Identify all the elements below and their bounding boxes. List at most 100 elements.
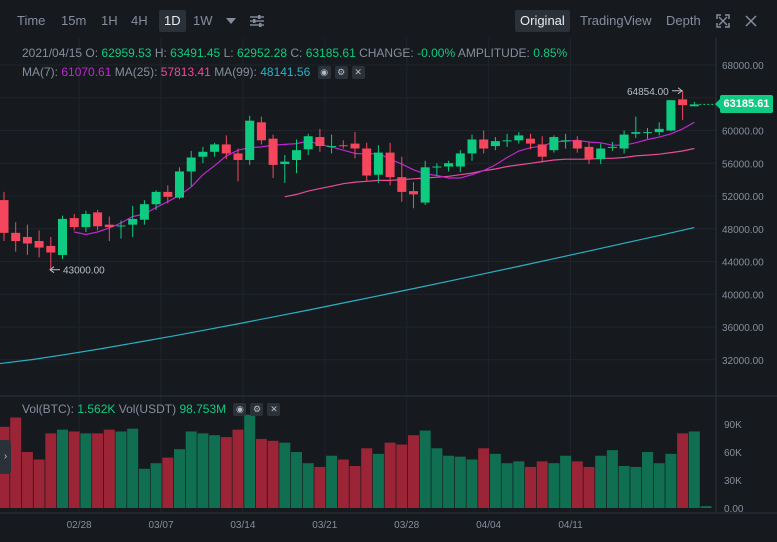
ma25-path [284,147,695,198]
candle-body [561,140,571,142]
price-tick-label: 40000.00 [722,290,764,301]
volume-bar [571,461,583,508]
candle [409,182,418,209]
volume-bar [103,429,115,508]
candle-body [22,236,32,244]
candle-body [34,241,44,248]
candle-body [526,138,535,144]
candle-body [210,144,220,152]
settings-sliders-icon[interactable] [249,13,265,29]
low-annotation: 43000.00 [63,266,105,277]
date-tick-label: 03/14 [230,520,255,531]
volume-bar [630,466,642,508]
volume-bar [21,452,33,508]
volume-tick-label: 60K [724,448,742,459]
candle [479,130,489,154]
volume-bar [513,461,525,508]
high-annotation: 64854.00 [627,87,669,98]
open-value: 62959.53 [101,46,152,60]
interval-1h[interactable]: 1H [101,13,118,28]
ma7-value: 61070.61 [61,65,112,79]
candle [256,116,266,145]
volume-bar [33,459,45,508]
interval-1d[interactable]: 1D [159,10,186,32]
gear-icon[interactable]: ⚙ [250,403,264,417]
price-tick-label: 48000.00 [722,225,764,236]
candle-body [444,163,454,167]
volume-bar [232,429,244,508]
close-icon[interactable]: ✕ [351,66,365,80]
date-tick-label: 02/28 [67,520,92,531]
grid [0,38,777,514]
candle-body [514,135,524,141]
volume-bar [162,457,174,508]
fullscreen-icon[interactable] [716,14,730,28]
candle [631,116,641,138]
candle [607,141,617,151]
ma7-line [74,121,695,236]
ma25-value: 57813.41 [160,65,211,79]
candle [81,210,91,233]
volume-bar [267,440,279,508]
volume-bar [443,455,455,508]
candle [514,132,524,144]
volume-legend: Vol(BTC): 1.562K Vol(USDT) 98.753M ◉ ⚙ ✕ [22,402,281,417]
candle-body [338,145,348,147]
candle [11,222,21,252]
volume-bar [536,461,548,508]
candle [432,163,442,176]
open-label: O: [85,46,99,60]
date-tick-label: 03/28 [394,520,419,531]
ma99-value: 48141.56 [260,65,311,79]
volume-bar [431,448,443,508]
volume-bar [501,463,513,508]
close-icon[interactable]: ✕ [267,403,281,417]
volume-bar [396,444,408,508]
volume-bar [197,433,209,508]
candle-body [58,218,67,255]
view-tradingview[interactable]: TradingView [580,13,652,28]
interval-4h[interactable]: 4H [131,13,148,28]
view-depth[interactable]: Depth [666,13,701,28]
candle [268,134,278,178]
date-tick-label: 04/11 [558,520,583,531]
low-value: 62952.28 [236,46,287,60]
close-label: C: [290,46,303,60]
price-tick-label: 60000.00 [722,127,764,138]
date-tick-label: 04/04 [476,520,501,531]
chevron-down-icon[interactable] [225,17,237,25]
close-icon[interactable] [745,15,757,27]
eye-icon[interactable]: ◉ [233,403,247,417]
volume-bar [677,433,689,508]
eye-icon[interactable]: ◉ [317,66,331,80]
change-value: -0.00% [417,46,456,60]
volume-bar [349,466,361,508]
volume-bar [583,466,595,508]
volume-bar [361,448,373,508]
interval-15m[interactable]: 15m [61,13,87,28]
candles [0,90,699,270]
volume-bar [466,459,478,508]
volume-bar [174,449,185,508]
volume-bar [209,435,221,508]
candle-body [104,224,114,228]
volume-bar [642,452,653,508]
candle [643,128,652,139]
interval-1w[interactable]: 1W [193,13,213,28]
time-button[interactable]: Time [17,13,46,28]
volume-bar [45,433,57,508]
volume-bar [244,414,256,508]
gear-icon[interactable]: ⚙ [334,66,348,80]
ma99-path [0,227,695,365]
volume-bar [419,430,431,508]
candle [502,133,512,147]
volume-bar [454,456,466,508]
view-original[interactable]: Original [515,10,570,32]
expand-panel-handle[interactable]: › [0,440,11,474]
candle [292,139,301,174]
volume-bar [68,431,80,508]
candle-body [292,150,301,160]
volume-bar [408,435,419,508]
volume-bars [0,414,712,508]
